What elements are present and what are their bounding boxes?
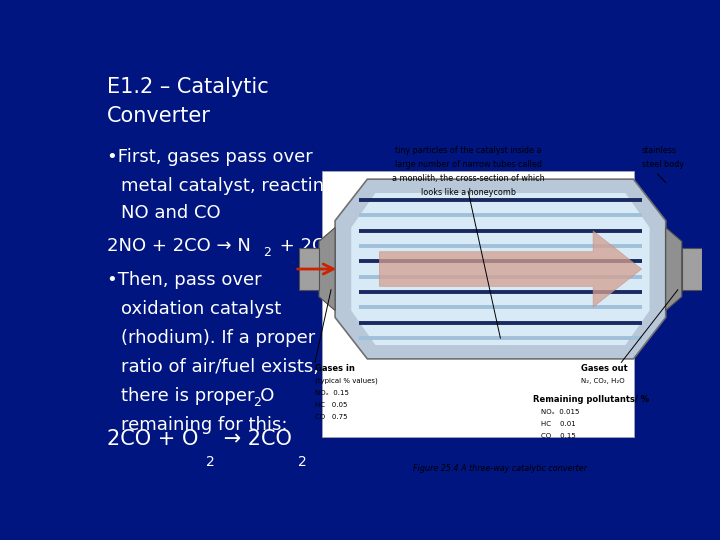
Text: HC   0.05: HC 0.05 — [315, 402, 347, 408]
Text: E1.2 – Catalytic: E1.2 – Catalytic — [107, 77, 269, 97]
Text: ratio of air/fuel exists,: ratio of air/fuel exists, — [121, 358, 319, 376]
Text: 2CO + O: 2CO + O — [107, 429, 198, 449]
Text: → 2CO: → 2CO — [217, 429, 292, 449]
Text: CO    0.15: CO 0.15 — [541, 433, 575, 439]
Text: HC    0.01: HC 0.01 — [541, 421, 575, 427]
FancyBboxPatch shape — [322, 171, 634, 437]
Text: •Then, pass over: •Then, pass over — [107, 271, 261, 288]
Polygon shape — [319, 227, 335, 310]
Text: (rhodium). If a proper: (rhodium). If a proper — [121, 329, 315, 347]
Text: steel body: steel body — [642, 160, 683, 169]
Polygon shape — [299, 248, 319, 290]
Text: 2: 2 — [263, 246, 271, 259]
Polygon shape — [351, 193, 649, 345]
Text: 2: 2 — [298, 455, 307, 469]
Text: 2: 2 — [206, 455, 215, 469]
Text: large number of narrow tubes called: large number of narrow tubes called — [395, 160, 541, 169]
Text: Gases in: Gases in — [315, 364, 355, 373]
Text: Remaining pollutants/ %: Remaining pollutants/ % — [533, 395, 649, 404]
Text: NOₓ  0.015: NOₓ 0.015 — [541, 409, 579, 415]
Text: oxidation catalyst: oxidation catalyst — [121, 300, 281, 318]
Polygon shape — [666, 227, 682, 310]
Text: Figure 25.4 A three-way catalytic converter: Figure 25.4 A three-way catalytic conver… — [413, 464, 588, 473]
Text: Converter: Converter — [107, 106, 211, 126]
Text: tiny particles of the catalyst inside a: tiny particles of the catalyst inside a — [395, 146, 541, 156]
Text: NOₓ  0.15: NOₓ 0.15 — [315, 390, 348, 396]
Text: there is proper O: there is proper O — [121, 387, 274, 405]
Text: 2: 2 — [344, 246, 352, 259]
Text: 2NO + 2CO → N: 2NO + 2CO → N — [107, 238, 251, 255]
Text: + 2CO: + 2CO — [274, 238, 339, 255]
Text: N₂, CO₂, H₂O: N₂, CO₂, H₂O — [581, 378, 625, 384]
Text: looks like a honeycomb: looks like a honeycomb — [420, 188, 516, 197]
Text: stainless: stainless — [642, 146, 677, 156]
Text: CO   0.75: CO 0.75 — [315, 414, 348, 420]
Text: 2: 2 — [253, 396, 261, 409]
Polygon shape — [335, 179, 666, 359]
Text: remaining for this:: remaining for this: — [121, 416, 287, 434]
Polygon shape — [682, 248, 702, 290]
Polygon shape — [379, 231, 642, 307]
Text: NO and CO: NO and CO — [121, 204, 220, 222]
Text: Gases out: Gases out — [581, 364, 628, 373]
Text: •First, gases pass over: •First, gases pass over — [107, 148, 312, 166]
Text: metal catalyst, reacting: metal catalyst, reacting — [121, 177, 336, 195]
Text: (typical % values): (typical % values) — [315, 378, 378, 384]
Text: a monolith, the cross-section of which: a monolith, the cross-section of which — [392, 174, 544, 183]
